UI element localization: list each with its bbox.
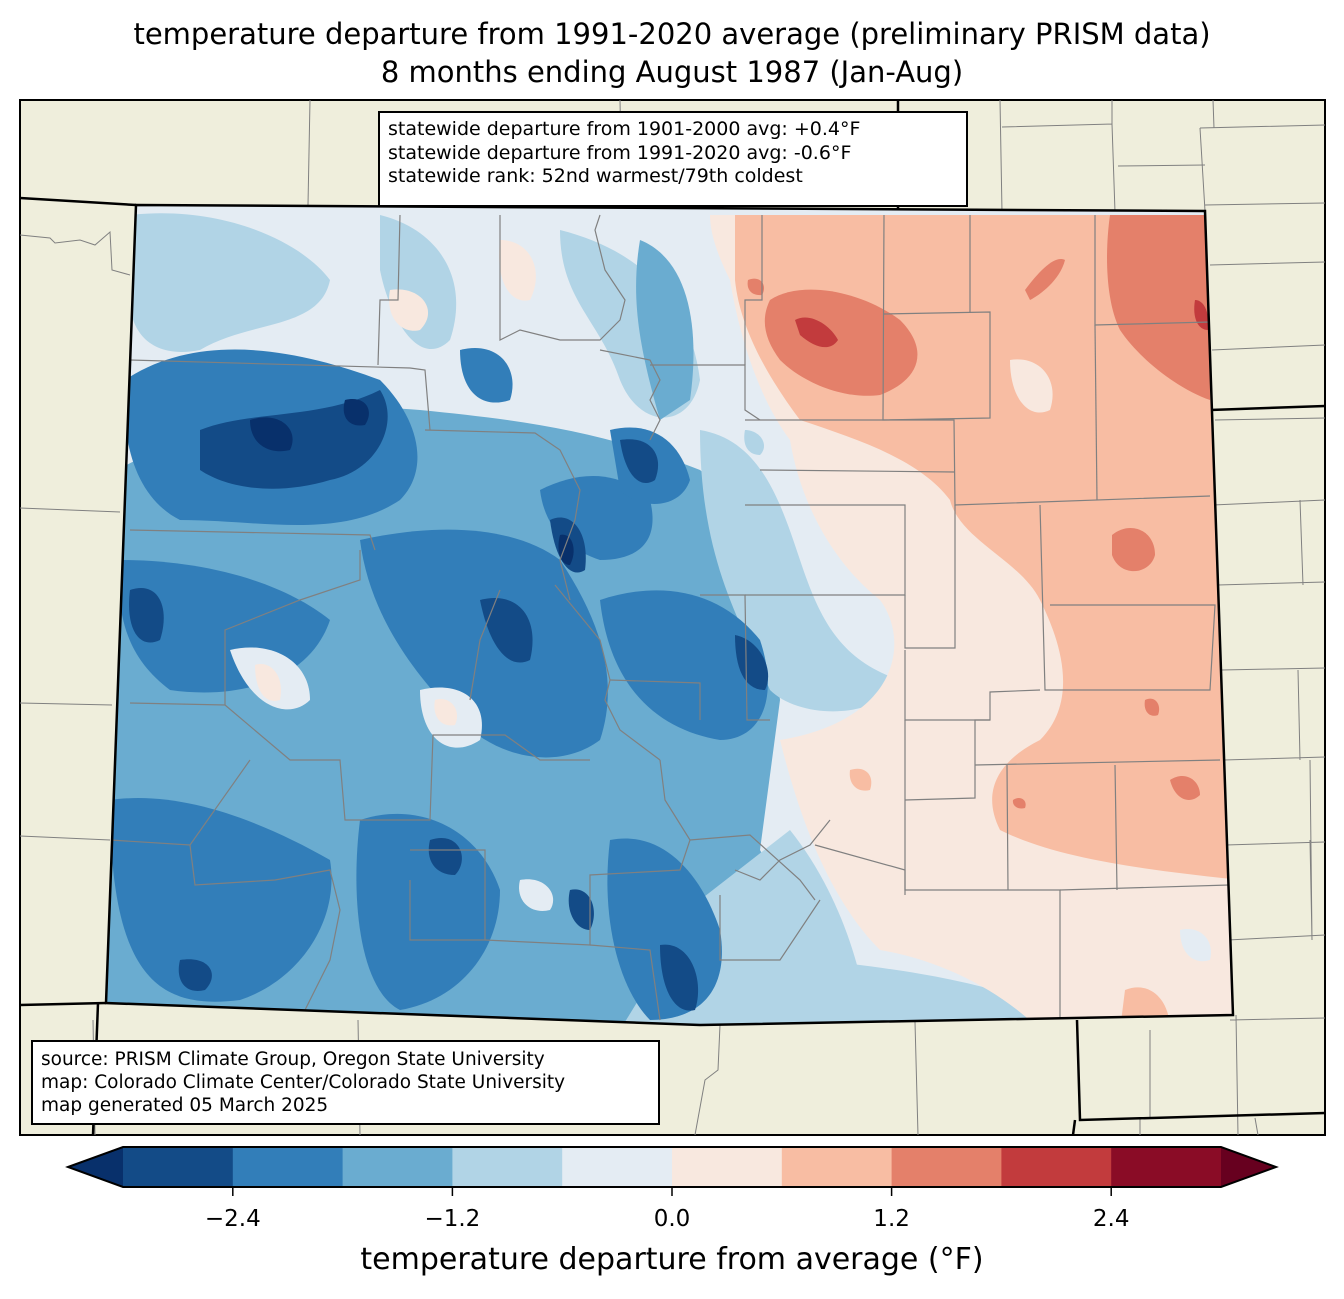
colorbar-label: temperature departure from average (°F) (360, 1242, 984, 1277)
colorbar-bin (781, 1147, 893, 1187)
stats-departure-1991-2020: statewide departure from 1991-2020 avg: … (388, 141, 852, 164)
colorbar-tick-label: 0.0 (653, 1206, 691, 1232)
map-subtitle: 8 months ending August 1987 (Jan-Aug) (380, 55, 964, 89)
source-line: source: PRISM Climate Group, Oregon Stat… (41, 1049, 545, 1070)
source-credits-box: source: PRISM Climate Group, Oregon Stat… (31, 1040, 660, 1125)
colorbar (65, 1146, 1279, 1196)
colorbar-outline (65, 1146, 1279, 1188)
colorbar-tick-label: −1.2 (424, 1206, 481, 1232)
colorbar-bin (123, 1147, 234, 1187)
colorbar-bin (672, 1147, 783, 1187)
colorbar-tick-label: 1.2 (873, 1206, 910, 1232)
colorbar-bin (562, 1147, 673, 1187)
colorbar-bin (1111, 1147, 1222, 1187)
colorbar-extend-low (68, 1147, 123, 1187)
neighbor-county-lines (20, 100, 1325, 1135)
colorado-county-lines (109, 214, 1231, 1021)
colorbar-bin (1001, 1147, 1112, 1187)
generated-date-line: map generated 05 March 2025 (41, 1095, 329, 1116)
colorado-state-border (104, 203, 1235, 1027)
colorbar-bin (452, 1147, 563, 1187)
map-title: temperature departure from 1991-2020 ave… (133, 17, 1211, 51)
colorbar-bin (232, 1147, 344, 1187)
colorbar-bin (342, 1147, 453, 1187)
colorbar-tick-label: −2.4 (204, 1206, 261, 1232)
colorbar-bin (891, 1147, 1002, 1187)
stats-rank: statewide rank: 52nd warmest/79th coldes… (388, 165, 803, 187)
colorbar-tick-label: 2.4 (1092, 1206, 1130, 1232)
colorbar-extend-high (1221, 1147, 1276, 1187)
stats-departure-1901-2000: statewide departure from 1901-2000 avg: … (388, 118, 861, 140)
statewide-stats-box: statewide departure from 1901-2000 avg: … (378, 111, 968, 207)
temperature-field (106, 205, 1233, 1025)
map-credit-line: map: Colorado Climate Center/Colorado St… (41, 1072, 566, 1093)
